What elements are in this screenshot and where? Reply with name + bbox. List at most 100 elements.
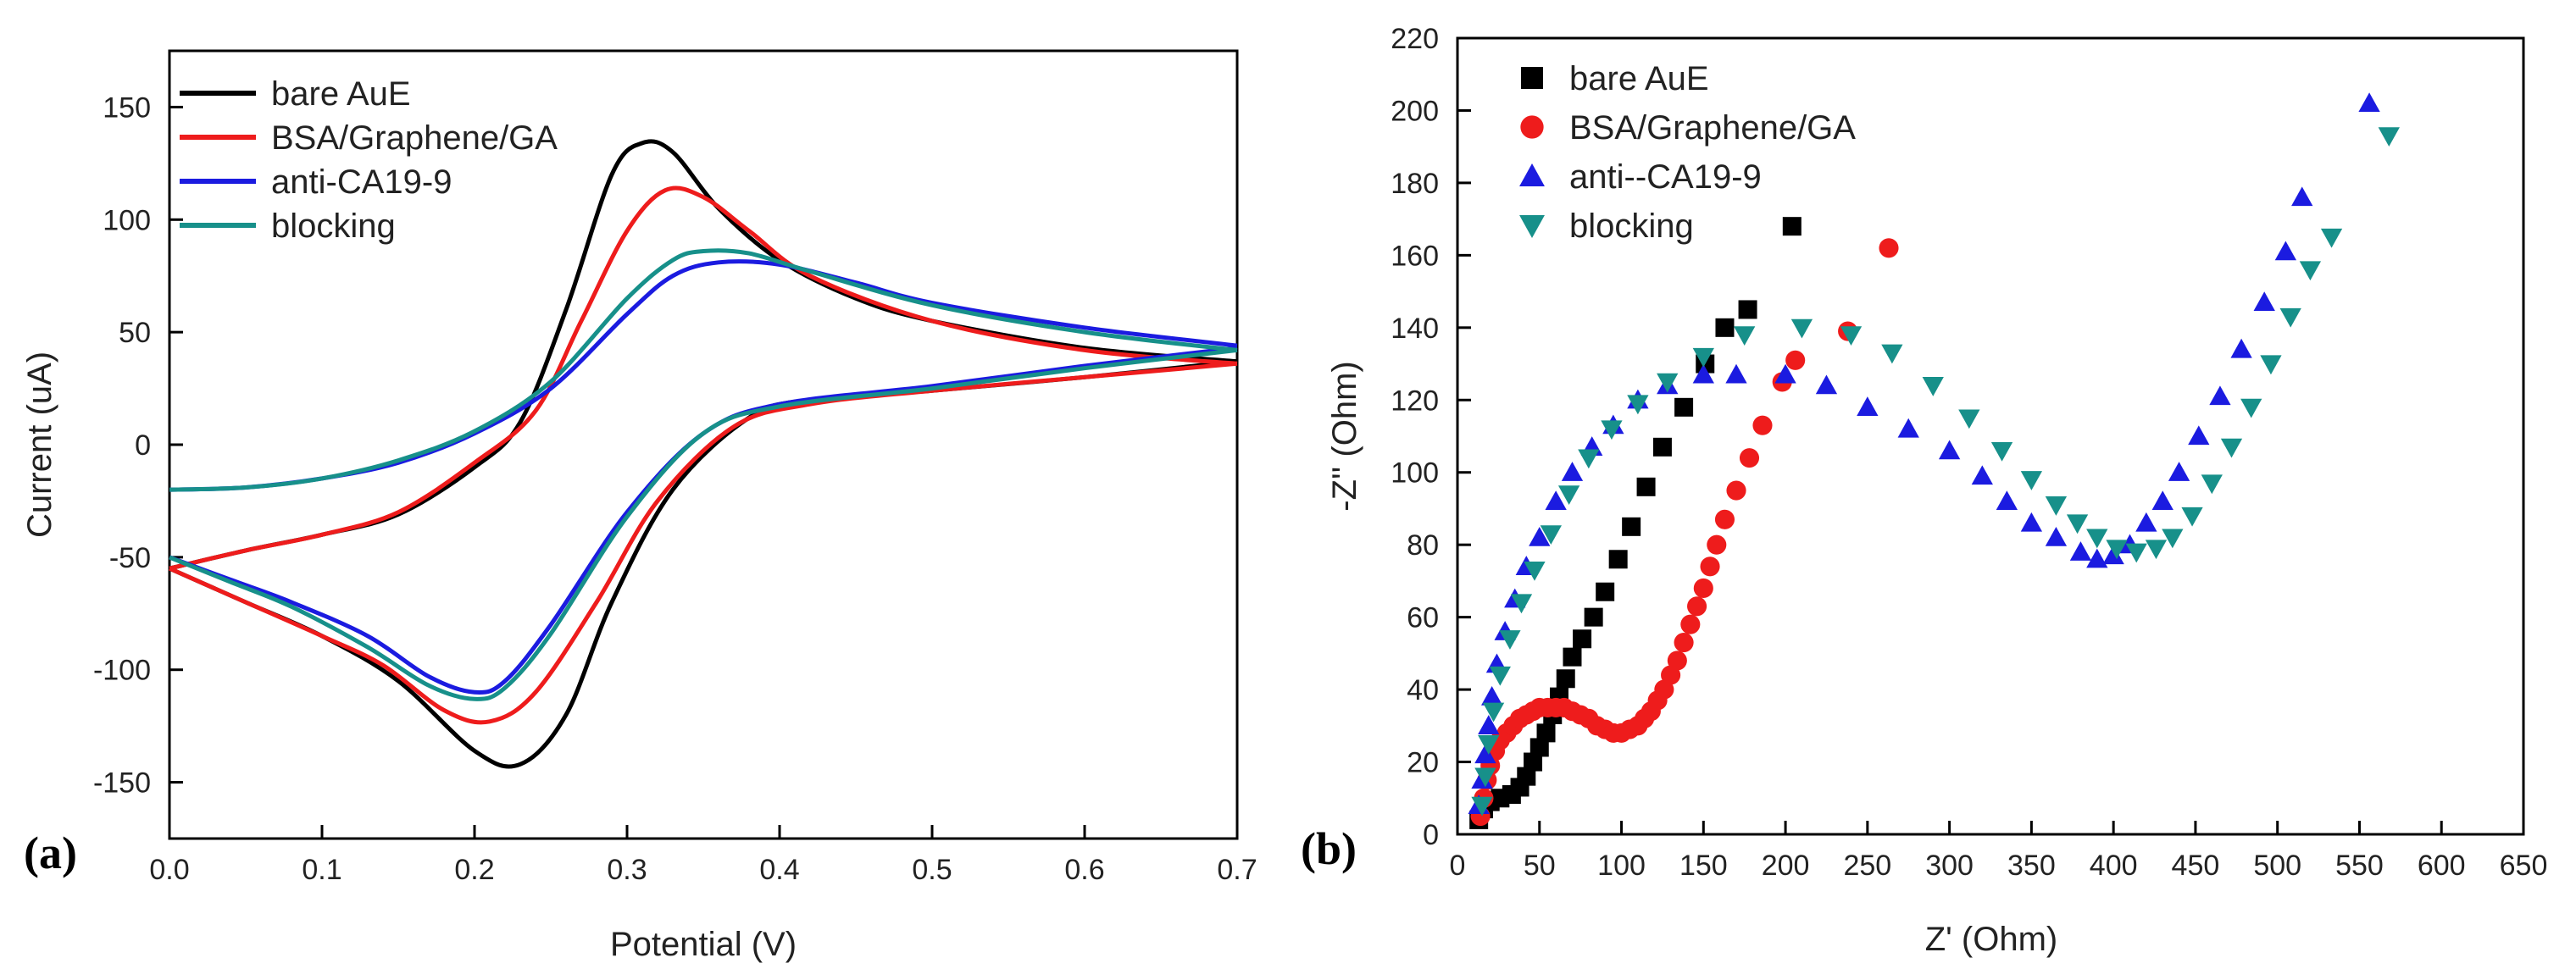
cv-x-tick-label: 0.1: [302, 854, 341, 886]
eis-point-bsa-graphene-ga: [1667, 651, 1687, 671]
eis-point-bare-aue: [1530, 738, 1549, 757]
eis-point-bare-aue: [1674, 397, 1694, 417]
eis-point-anti-ca19-9: [1692, 363, 1714, 384]
eis-point-bare-aue: [1573, 629, 1592, 649]
eis-point-blocking: [1840, 326, 1863, 346]
eis-point-anti-ca19-9: [2069, 541, 2092, 561]
eis-point-bsa-graphene-ga: [1726, 480, 1746, 501]
eis-point-anti-ca19-9: [2168, 462, 2190, 481]
cv-y-tick-label: -50: [109, 542, 151, 574]
eis-point-blocking: [2299, 261, 2322, 281]
cv-series-lines: [168, 139, 1238, 769]
eis-point-bare-aue: [1715, 318, 1735, 337]
eis-x-tick-label: 600: [2418, 850, 2466, 882]
eis-y-tick-label: 20: [1407, 747, 1439, 779]
eis-point-bare-aue: [1556, 669, 1575, 689]
cv-x-tick-label: 0.0: [149, 854, 189, 886]
eis-y-axis-title: -Z'' (Ohm): [1326, 361, 1363, 511]
cv-y-tick-label: 100: [103, 204, 151, 236]
cv-panel-label: (a): [24, 828, 77, 878]
eis-point-blocking: [1510, 594, 1533, 614]
eis-x-tick-label: 100: [1597, 850, 1646, 882]
cv-y-tick-label: -100: [93, 655, 151, 687]
cv-x-tick-label: 0.5: [912, 854, 952, 886]
eis-point-blocking: [1540, 525, 1562, 545]
cv-x-axis-title: Potential (V): [610, 926, 797, 963]
eis-point-blocking: [1524, 561, 1546, 581]
eis-point-anti-ca19-9: [1857, 396, 1879, 416]
eis-point-anti-ca19-9: [1725, 363, 1747, 384]
eis-point-anti-ca19-9: [2358, 92, 2380, 113]
eis-point-bsa-graphene-ga: [1707, 534, 1727, 555]
cv-x-tick-label: 0.4: [759, 854, 799, 886]
eis-point-blocking: [2240, 398, 2262, 418]
eis-y-tick-label: 0: [1423, 819, 1439, 851]
eis-point-blocking: [2086, 529, 2108, 549]
cv-y-tick-label: 150: [103, 91, 151, 124]
eis-y-tick-label: 100: [1391, 457, 1439, 490]
eis-point-bsa-graphene-ga: [1739, 448, 1760, 468]
eis-legend-marker-anti-ca19-9: [1519, 163, 1545, 186]
cv-line-bare-aue-cathodic: [168, 359, 1238, 769]
eis-y-tick-label: 120: [1391, 385, 1439, 417]
eis-point-blocking: [1478, 735, 1500, 755]
eis-point-blocking: [2162, 529, 2184, 549]
eis-point-blocking: [1489, 666, 1511, 686]
eis-point-anti-ca19-9: [1815, 374, 1838, 395]
cv-legend: bare AuE BSA/Graphene/GA anti-CA19-9 blocki…: [180, 75, 558, 245]
eis-point-anti-ca19-9: [2020, 512, 2043, 532]
eis-axis-ticks: 0 50 100 150 200 250 300 350 400 450 500 550 600 650 0…: [1391, 23, 2547, 882]
eis-x-tick-label: 500: [2253, 850, 2301, 882]
eis-point-blocking: [1790, 318, 1813, 339]
eis-point-blocking: [1990, 441, 2013, 462]
eis-point-bare-aue: [1536, 723, 1556, 743]
eis-y-tick-label: 200: [1391, 95, 1439, 127]
eis-point-bare-aue: [1738, 300, 1757, 319]
eis-point-anti-ca19-9: [1545, 490, 1567, 511]
cv-line-blocking-cathodic: [169, 347, 1238, 701]
eis-point-bsa-graphene-ga: [1693, 578, 1713, 599]
eis-point-blocking: [1471, 796, 1493, 817]
eis-legend-label-blocking: blocking: [1569, 208, 1694, 245]
eis-point-bsa-graphene-ga: [1687, 596, 1707, 617]
eis-y-tick-label: 160: [1391, 240, 1439, 272]
eis-point-blocking: [2020, 471, 2043, 490]
eis-point-bare-aue: [1584, 607, 1603, 627]
eis-point-anti-ca19-9: [2230, 338, 2252, 358]
eis-x-tick-label: 650: [2500, 850, 2548, 882]
eis-point-bsa-graphene-ga: [1785, 350, 1806, 370]
eis-point-bare-aue: [1782, 217, 1802, 236]
cv-x-tick-label: 0.2: [454, 854, 494, 886]
cv-y-tick-label: -150: [93, 767, 151, 800]
eis-point-anti-ca19-9: [1897, 418, 1919, 438]
eis-y-tick-label: 180: [1391, 168, 1439, 200]
eis-point-anti-ca19-9: [2253, 291, 2275, 312]
eis-point-blocking: [2220, 438, 2243, 458]
eis-point-blocking: [1657, 373, 1679, 393]
eis-panel-label: (b): [1301, 823, 1357, 874]
eis-point-bsa-graphene-ga: [1714, 509, 1735, 529]
eis-point-bare-aue: [1524, 752, 1543, 772]
eis-point-blocking: [2045, 496, 2068, 516]
eis-x-axis-title: Z' (Ohm): [1925, 921, 2058, 958]
eis-point-anti-ca19-9: [2209, 385, 2231, 406]
eis-point-anti-ca19-9: [2151, 490, 2174, 511]
eis-point-blocking: [1692, 347, 1714, 368]
eis-point-bare-aue: [1596, 582, 1615, 601]
eis-point-bsa-graphene-ga: [1752, 415, 1773, 435]
eis-legend: bare AuE BSA/Graphene/GA anti--CA19-9 block…: [1519, 60, 1856, 245]
eis-legend-marker-blocking: [1519, 215, 1545, 238]
cv-y-axis-title: Current (uA): [21, 352, 58, 538]
cv-panel: 0.0 0.1 0.2 0.3 0.4 0.5 0.6 0.7 -150 -100 -50 0 50 10…: [21, 49, 1257, 963]
eis-point-anti-ca19-9: [2135, 512, 2157, 532]
eis-legend-label-bare-aue: bare AuE: [1569, 60, 1709, 97]
eis-point-blocking: [2201, 474, 2223, 495]
eis-point-anti-ca19-9: [2102, 545, 2124, 565]
eis-point-anti-ca19-9: [1480, 685, 1503, 706]
eis-point-anti-ca19-9: [1938, 440, 1961, 460]
cv-x-tick-label: 0.3: [607, 854, 647, 886]
cv-x-tick-label: 0.7: [1217, 854, 1257, 886]
cv-legend-label-bare-aue: bare AuE: [271, 75, 411, 113]
eis-x-tick-label: 200: [1762, 850, 1810, 882]
eis-point-bsa-graphene-ga: [1674, 632, 1694, 653]
